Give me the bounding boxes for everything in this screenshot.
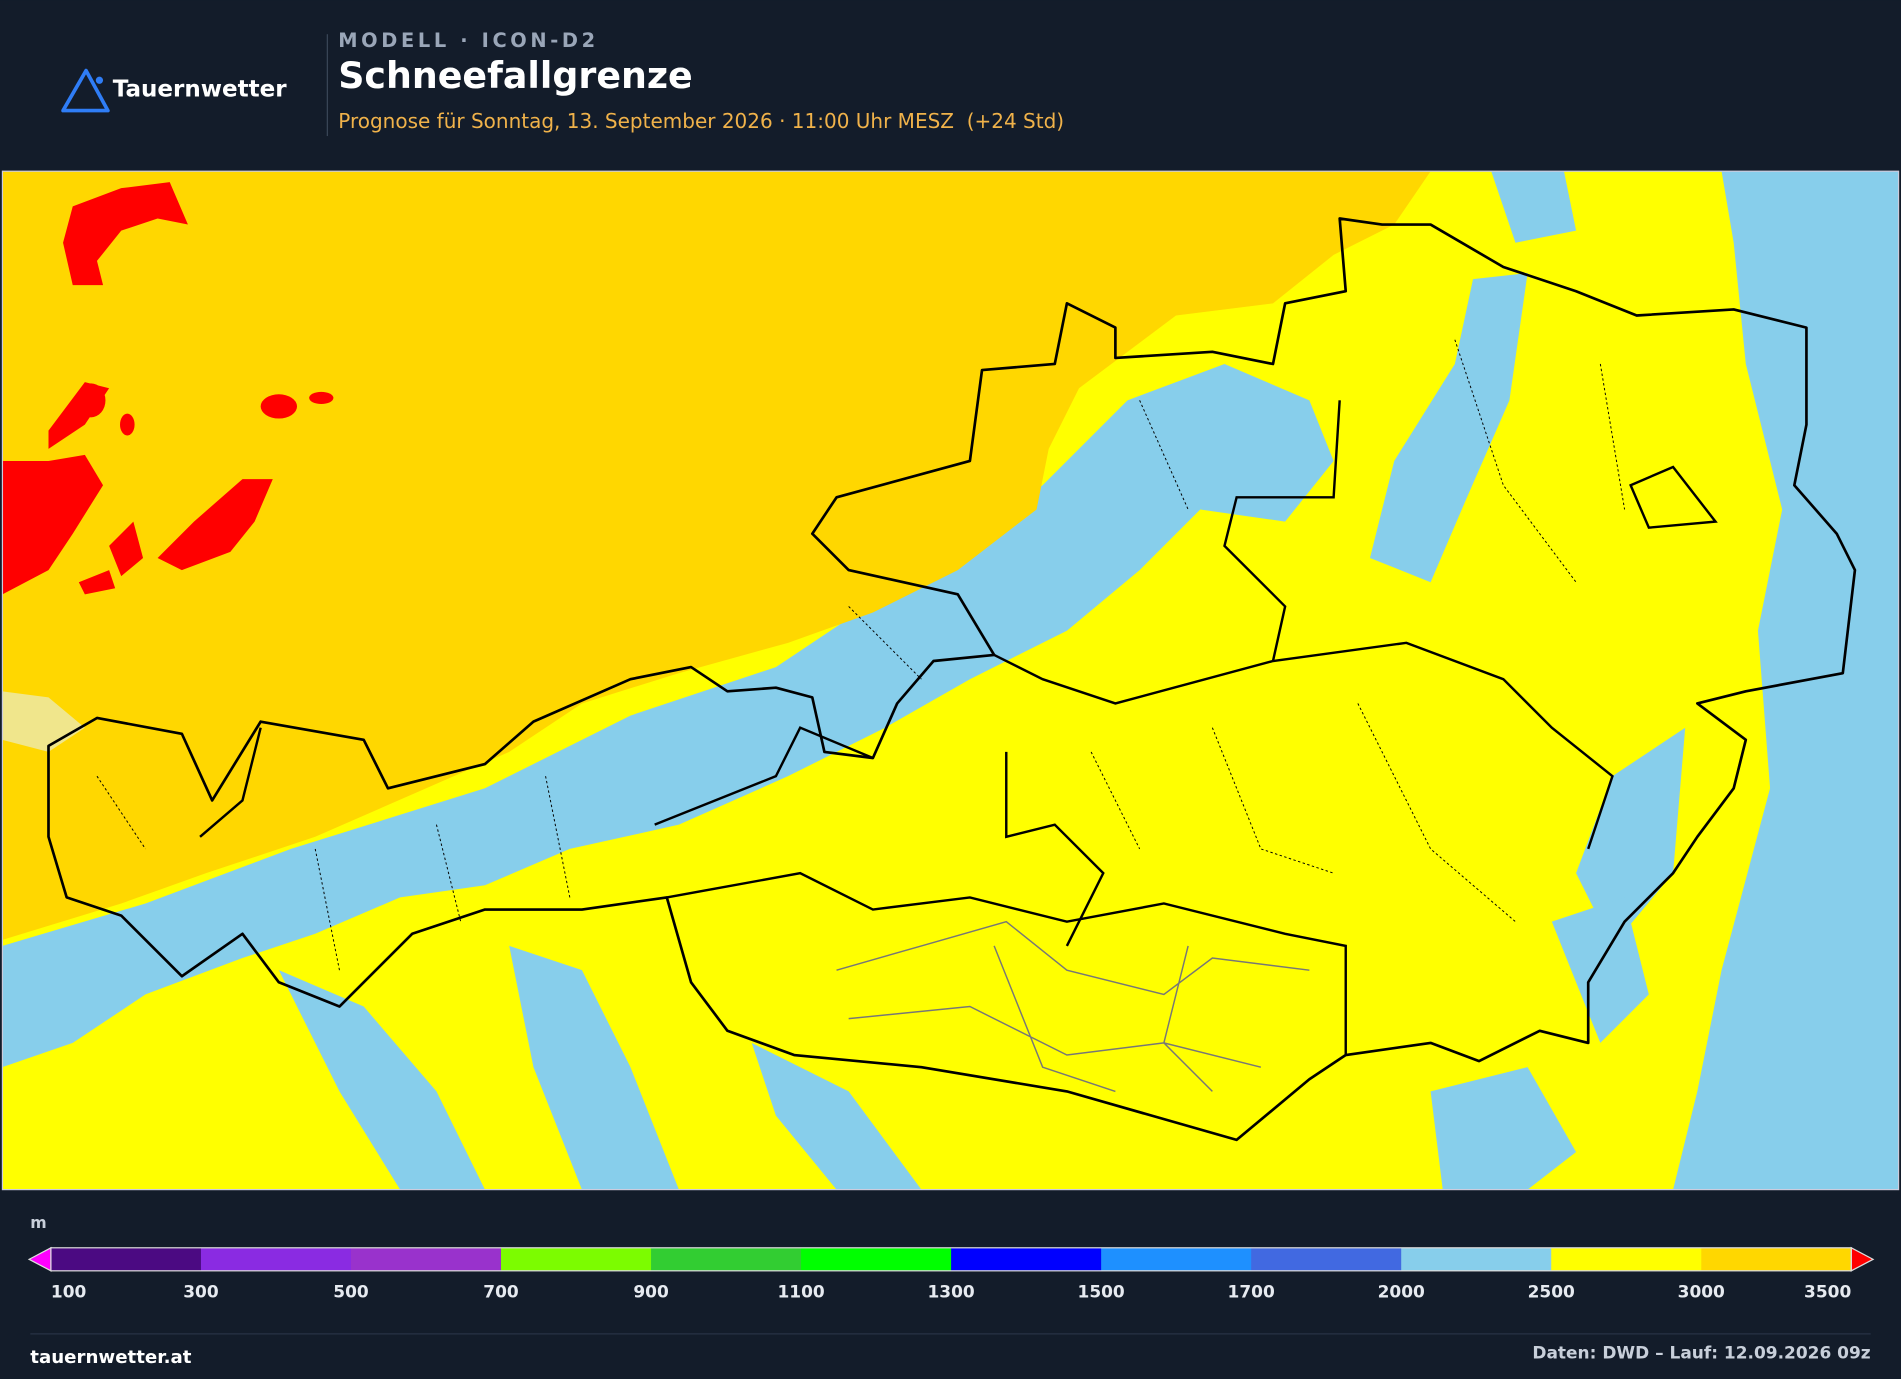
colorbar-tick-label: 3500 <box>1804 1283 1851 1303</box>
colorbar-tick-label: 2000 <box>1378 1283 1425 1303</box>
map <box>1 170 1900 1191</box>
colorbar-segment <box>1251 1247 1402 1271</box>
logo[interactable]: Tauernwetter <box>61 68 287 113</box>
colorbar-tick-label: 900 <box>633 1283 668 1303</box>
colorbar-tick-label: 700 <box>483 1283 518 1303</box>
colorbar-tick-label: 300 <box>183 1283 218 1303</box>
state-borders <box>199 400 1718 1056</box>
field-blue <box>278 897 1649 1190</box>
colorbar-tick-label: 1700 <box>1228 1283 1275 1303</box>
colorbar-frame <box>50 1247 1852 1272</box>
colorbar-tick-label: 500 <box>333 1283 368 1303</box>
colorbar-segment <box>501 1247 652 1271</box>
colorbar-segment <box>1401 1247 1552 1271</box>
field-blue <box>1369 171 1686 946</box>
logo-icon <box>61 68 110 113</box>
map-frame <box>1 170 1900 1191</box>
colorbar-tick-label: 2500 <box>1528 1283 1575 1303</box>
colorbar-tick-label: 1500 <box>1078 1283 1125 1303</box>
district-borders <box>96 339 1626 971</box>
country-border <box>47 217 1857 1142</box>
colorbar: m 100 300 500 700 900 1100 1300 1500 1700 2000 250… <box>27 1213 1875 1303</box>
footer-source: Daten: DWD – Lauf: 12.09.2026 09z <box>1532 1343 1870 1363</box>
field-orange <box>2 171 1431 940</box>
colorbar-tick-label: 100 <box>51 1283 86 1303</box>
field-blue <box>1673 171 1899 1190</box>
model-label: MODELL · ICON-D2 <box>338 29 599 52</box>
colorbar-tick-label: 1100 <box>777 1283 824 1303</box>
footer-site[interactable]: tauernwetter.at <box>30 1347 191 1368</box>
rivers <box>836 920 1310 1093</box>
colorbar-segment <box>651 1247 802 1271</box>
field-red <box>2 182 334 595</box>
colorbar-segment <box>200 1247 352 1271</box>
colorbar-segment <box>50 1247 202 1271</box>
colorbar-segment <box>1101 1247 1252 1271</box>
colorbar-segment <box>350 1247 502 1271</box>
logo-text: Tauernwetter <box>113 76 287 102</box>
colorbar-segment <box>1701 1247 1852 1271</box>
colorbar-tick-label: 1300 <box>927 1283 974 1303</box>
colorbar-unit: m <box>30 1213 46 1232</box>
logo-dot <box>95 76 104 84</box>
colorbar-segment <box>951 1247 1102 1271</box>
colorbar-tick-label: 3000 <box>1678 1283 1725 1303</box>
forecast-subtitle: Prognose für Sonntag, 13. September 2026… <box>338 109 1064 133</box>
page-title: Schneefallgrenze <box>338 54 692 97</box>
field-blue <box>2 363 1334 1068</box>
colorbar-segment <box>1551 1247 1702 1271</box>
colorbar-segment <box>801 1247 952 1271</box>
